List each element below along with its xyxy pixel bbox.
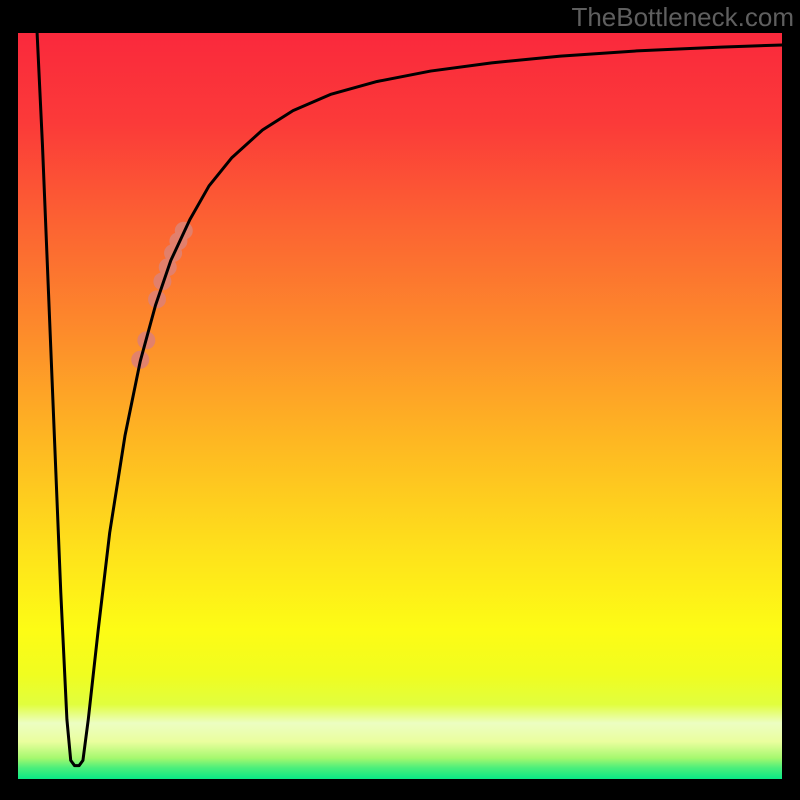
- chart-svg: [18, 33, 782, 779]
- chart-stage: TheBottleneck.com: [0, 0, 800, 800]
- attribution-text: TheBottleneck.com: [571, 2, 794, 33]
- chart-plot-area: [18, 33, 782, 779]
